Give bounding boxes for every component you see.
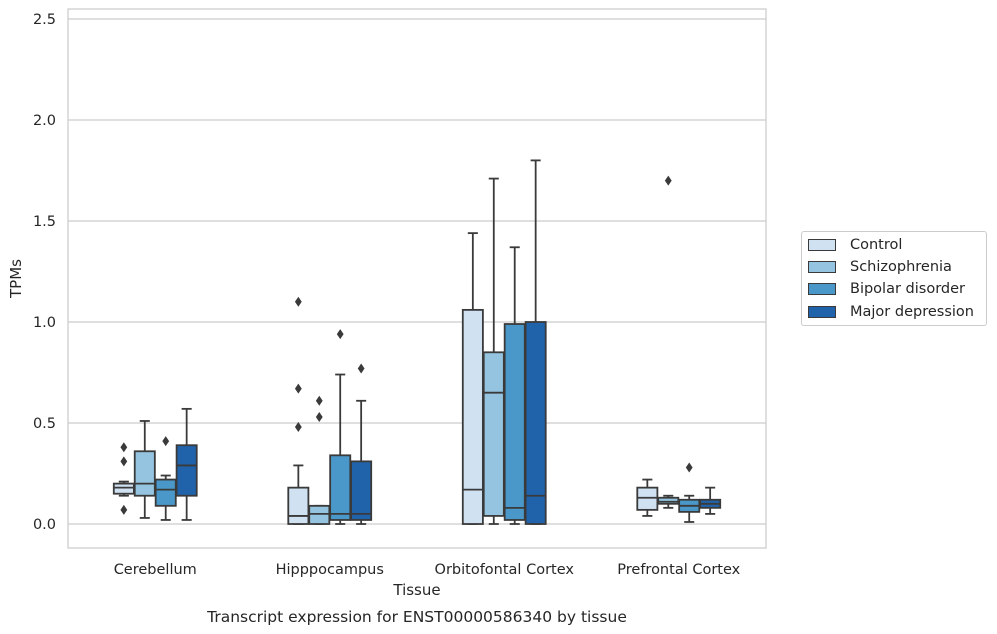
box-3-3 <box>699 486 722 515</box>
box-2-3 <box>678 462 701 523</box>
legend-swatch <box>808 239 836 251</box>
box-iqr <box>524 321 547 525</box>
legend-swatch <box>808 306 836 318</box>
legend-label: Bipolar disorder <box>850 281 965 297</box>
box-iqr <box>461 308 484 525</box>
box-1-3 <box>657 175 680 509</box>
box-0-1 <box>287 296 310 525</box>
outlier-point <box>294 422 302 433</box>
x-axis-label: Tissue <box>392 581 440 599</box>
legend-swatch <box>808 261 836 273</box>
y-tick-label: 1.0 <box>33 315 56 331</box>
box-iqr <box>329 454 352 521</box>
outlier-point <box>294 383 302 394</box>
box-3-2 <box>524 159 547 525</box>
box-3-1 <box>350 363 373 525</box>
box-iqr <box>154 478 177 507</box>
box-iqr <box>112 482 135 495</box>
box-iqr <box>175 444 198 497</box>
box-iqr <box>636 486 659 511</box>
box-0-0 <box>112 442 135 515</box>
y-tick-label: 0.5 <box>33 416 56 432</box>
outlier-point <box>336 329 344 340</box>
y-tick-label: 2.0 <box>33 113 56 129</box>
box-iqr <box>308 504 331 525</box>
plot-area <box>67 8 767 549</box>
x-tick-label: Hipppocampus <box>276 562 384 578</box>
box-iqr <box>657 496 680 505</box>
outlier-point <box>357 363 365 374</box>
legend-item-major-depression: Major depression <box>808 302 974 322</box>
outlier-point <box>162 436 170 447</box>
outlier-point <box>120 504 128 515</box>
outlier-point <box>120 442 128 453</box>
chart-caption: Transcript expression for ENST0000058634… <box>206 608 627 626</box>
box-0-2 <box>461 232 484 525</box>
outlier-point <box>315 395 323 406</box>
box-2-0 <box>154 436 177 521</box>
box-iqr <box>287 486 310 525</box>
x-tick-label: Orbitofontal Cortex <box>435 562 575 578</box>
legend-swatch <box>808 283 836 295</box>
outlier-point <box>315 411 323 422</box>
box-0-3 <box>636 478 659 517</box>
y-axis-ticks: 0.0 0.5 1.0 1.5 2.0 2.5 <box>33 12 56 533</box>
x-tick-label: Prefrontal Cortex <box>617 562 740 578</box>
legend: Control Schizophrenia Bipolar disorder M… <box>801 231 987 326</box>
outlier-point <box>664 175 672 186</box>
legend-label: Control <box>850 237 903 253</box>
box-iqr <box>503 323 526 521</box>
legend-label: Schizophrenia <box>850 259 952 275</box>
x-tick-label: Cerebellum <box>114 562 197 578</box>
legend-item-bipolar-disorder: Bipolar disorder <box>808 279 965 299</box>
box-1-2 <box>482 177 505 525</box>
outlier-point <box>120 456 128 467</box>
y-tick-label: 0.0 <box>33 517 56 533</box>
box-iqr <box>350 460 373 521</box>
legend-item-schizophrenia: Schizophrenia <box>808 257 952 277</box>
gridlines <box>68 18 766 525</box>
outlier-point <box>685 462 693 473</box>
box-1-1 <box>308 395 331 525</box>
legend-item-control: Control <box>808 235 902 255</box>
y-tick-label: 2.5 <box>33 12 56 28</box>
box-iqr <box>482 351 505 517</box>
box-1-0 <box>133 420 156 519</box>
x-axis-ticks: Cerebellum Hipppocampus Orbitofontal Corte… <box>114 562 741 578</box>
box-iqr <box>133 450 156 497</box>
box-2-1 <box>329 329 352 525</box>
legend-label: Major depression <box>850 304 974 320</box>
outlier-point <box>294 296 302 307</box>
y-tick-label: 1.5 <box>33 214 56 230</box>
box-series <box>112 159 722 525</box>
box-3-0 <box>175 407 198 521</box>
box-2-2 <box>503 246 526 525</box>
y-axis-label: TPMs <box>7 259 25 299</box>
